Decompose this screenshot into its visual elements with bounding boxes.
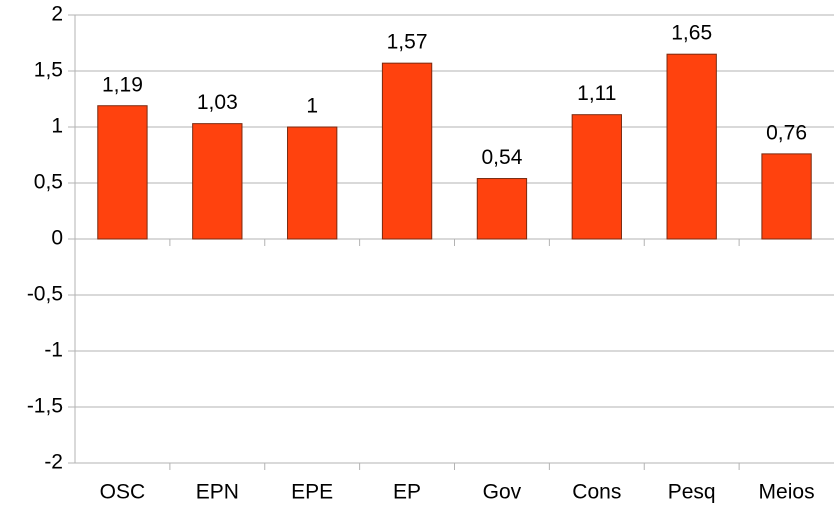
x-tick-label: Gov — [483, 481, 522, 504]
y-tick-label: 1,5 — [34, 59, 63, 82]
bar — [192, 123, 243, 240]
bar — [476, 178, 528, 240]
y-tick-label: 2 — [51, 3, 63, 26]
data-label: 1 — [306, 95, 318, 118]
x-tick-label: OSC — [100, 481, 146, 504]
bar — [97, 105, 148, 240]
y-tick-label: 1 — [51, 115, 63, 138]
x-tick-label: Cons — [572, 481, 621, 504]
data-label: 1,03 — [197, 91, 238, 114]
x-tick-label: EPE — [291, 481, 333, 504]
x-tick-label: Pesq — [668, 481, 716, 504]
x-tick-label: EP — [393, 481, 421, 504]
x-tick-label: Meios — [759, 481, 815, 504]
data-label: 1,57 — [387, 31, 428, 54]
bar — [666, 53, 717, 240]
y-tick-label: -0,5 — [27, 283, 63, 306]
bar — [571, 114, 622, 240]
bar — [381, 62, 433, 240]
y-tick-label: -2 — [44, 451, 63, 474]
y-tick-label: 0 — [51, 227, 63, 250]
data-label: 0,54 — [482, 146, 523, 169]
x-tick-label: EPN — [196, 481, 239, 504]
y-tick-label: -1,5 — [27, 395, 63, 418]
data-label: 1,19 — [102, 73, 143, 96]
data-label: 0,76 — [766, 121, 807, 144]
data-label: 1,11 — [577, 82, 616, 105]
data-label: 1,65 — [671, 22, 712, 45]
bar — [287, 126, 338, 240]
y-tick-label: -1 — [44, 339, 63, 362]
bar — [761, 153, 812, 240]
y-tick-label: 0,5 — [34, 171, 63, 194]
